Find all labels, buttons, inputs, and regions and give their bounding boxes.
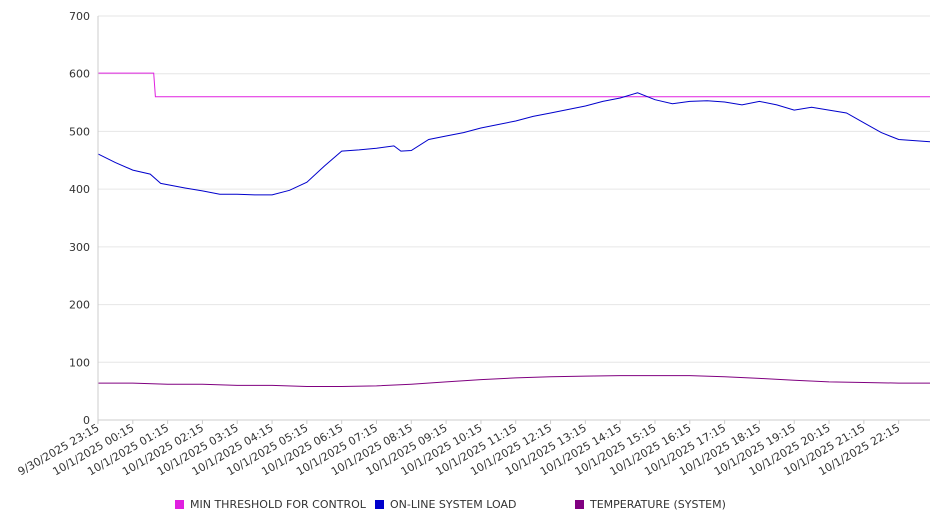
legend-item[interactable]: ON-LINE SYSTEM LOAD [375, 498, 516, 511]
y-axis-ticks: 0 100 200 300 400 500 600 700 [69, 10, 90, 427]
y-tick-label: 400 [69, 183, 90, 196]
legend-item[interactable]: TEMPERATURE (SYSTEM) [575, 498, 726, 511]
y-tick-label: 0 [83, 414, 90, 427]
y-tick-label: 100 [69, 356, 90, 369]
legend-swatch [575, 500, 584, 509]
series-line[interactable] [98, 375, 930, 387]
y-tick-label: 700 [69, 10, 90, 23]
y-tick-label: 300 [69, 241, 90, 254]
series-line[interactable] [98, 72, 930, 98]
chart-legend: MIN THRESHOLD FOR CONTROL ON-LINE SYSTEM… [0, 498, 946, 514]
legend-label: MIN THRESHOLD FOR CONTROL [190, 498, 366, 511]
legend-label: TEMPERATURE (SYSTEM) [590, 498, 726, 511]
legend-item[interactable]: MIN THRESHOLD FOR CONTROL [175, 498, 366, 511]
legend-label: ON-LINE SYSTEM LOAD [390, 498, 517, 511]
series-line[interactable] [97, 92, 931, 196]
grid-lines [98, 15, 930, 363]
y-tick-label: 500 [69, 125, 90, 138]
y-tick-label: 200 [69, 299, 90, 312]
series-layer [97, 72, 931, 387]
y-tick-label: 600 [69, 68, 90, 81]
legend-swatch [375, 500, 384, 509]
legend-swatch [175, 500, 184, 509]
